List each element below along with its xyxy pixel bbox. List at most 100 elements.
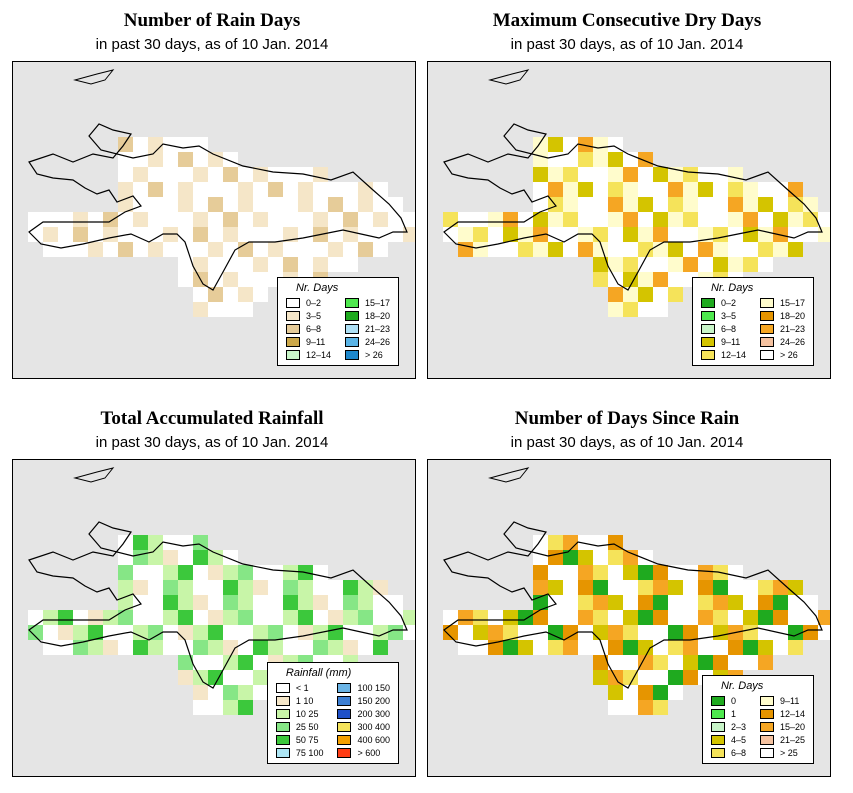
grid-cell <box>578 182 593 197</box>
panel-days-since-rain: Number of Days Since Rain in past 30 day… <box>421 398 833 778</box>
grid-cell <box>253 580 268 595</box>
grid-cell <box>653 610 668 625</box>
grid-cell <box>593 625 608 640</box>
grid-cell <box>298 257 313 272</box>
grid-cell <box>328 580 343 595</box>
grid-cell <box>238 580 253 595</box>
grid-cell <box>58 227 73 242</box>
grid-cell <box>373 595 388 610</box>
grid-cell <box>623 640 638 655</box>
grid-cell <box>268 625 283 640</box>
grid-cell <box>103 610 118 625</box>
grid-cell <box>578 610 593 625</box>
grid-cell <box>653 257 668 272</box>
legend-swatch <box>275 722 290 732</box>
grid-cell <box>488 610 503 625</box>
legend-swatch <box>285 324 300 334</box>
grid-cell <box>343 197 358 212</box>
grid-cell <box>313 580 328 595</box>
grid-cell <box>148 640 163 655</box>
grid-cell <box>58 242 73 257</box>
legend-item: 24–26 <box>759 336 805 348</box>
grid-cell <box>373 580 388 595</box>
grid-cell <box>118 212 133 227</box>
grid-cell <box>118 565 133 580</box>
grid-cell <box>548 640 563 655</box>
grid-cell <box>683 670 698 685</box>
grid-cell <box>743 580 758 595</box>
grid-cell <box>223 167 238 182</box>
coastline <box>28 123 408 291</box>
grid-cell <box>638 565 653 580</box>
panel-total-rainfall: Total Accumulated Rainfall in past 30 da… <box>6 398 418 778</box>
grid-cell <box>178 565 193 580</box>
grid-cell <box>623 655 638 670</box>
grid-cell <box>238 227 253 242</box>
grid-cell <box>403 227 415 242</box>
grid-cell <box>488 640 503 655</box>
grid-cell <box>578 565 593 580</box>
grid-cell <box>238 670 253 685</box>
grid-cell <box>133 565 148 580</box>
grid-cell <box>88 227 103 242</box>
legend-item: 3–5 <box>285 310 331 322</box>
grid-cell <box>578 595 593 610</box>
grid-cell <box>163 197 178 212</box>
grid-cell <box>608 565 623 580</box>
grid-cell <box>533 242 548 257</box>
grid-cell <box>43 610 58 625</box>
grid-cell <box>803 610 818 625</box>
grid-cell <box>623 565 638 580</box>
grid-cell <box>193 580 208 595</box>
grid-cell <box>253 197 268 212</box>
grid-cell <box>578 242 593 257</box>
map-frame: Nr. Days 0–2 3–5 6–8 9–11 12–14 15–17 18… <box>12 61 416 379</box>
grid-cell <box>773 595 788 610</box>
grid-cell <box>388 227 403 242</box>
grid-cell <box>223 670 238 685</box>
grid-cell <box>803 197 818 212</box>
grid-cell <box>223 242 238 257</box>
legend-title: Nr. Days <box>710 282 754 294</box>
grid-cell <box>208 152 223 167</box>
grid-cell <box>148 137 163 152</box>
grid-cell <box>343 212 358 227</box>
grid-cell <box>743 197 758 212</box>
grid-cell <box>638 182 653 197</box>
legend-swatch <box>337 709 352 719</box>
legend-swatch <box>337 722 352 732</box>
grid-cell <box>563 137 578 152</box>
grid-cell <box>608 212 623 227</box>
grid-cell <box>328 625 343 640</box>
grid-cell <box>343 625 358 640</box>
grid-cell <box>788 242 803 257</box>
grid-cell <box>358 182 373 197</box>
grid-cell <box>148 535 163 550</box>
legend-col-2: 100 150 150 200 200 300 300 400 400 600 … <box>337 682 390 759</box>
grid-cell <box>238 595 253 610</box>
grid-cells <box>443 535 830 715</box>
grid-cell <box>743 625 758 640</box>
grid-cell <box>713 197 728 212</box>
grid-cell <box>208 610 223 625</box>
grid-cell <box>518 227 533 242</box>
grid-cell <box>638 167 653 182</box>
grid-cell <box>683 640 698 655</box>
grid-cell <box>623 227 638 242</box>
grid-cell <box>653 655 668 670</box>
legend-swatch <box>710 696 725 706</box>
grid-cell <box>638 197 653 212</box>
grid-cell <box>503 625 518 640</box>
grid-cell <box>193 197 208 212</box>
grid-cell <box>563 625 578 640</box>
grid-cell <box>578 137 593 152</box>
grid-cell <box>163 182 178 197</box>
grid-cell <box>208 595 223 610</box>
grid-cell <box>638 227 653 242</box>
grid-cell <box>683 655 698 670</box>
grid-cell <box>313 565 328 580</box>
grid-cell <box>373 227 388 242</box>
grid-cell <box>28 212 43 227</box>
grid-cell <box>313 212 328 227</box>
grid-cell <box>178 137 193 152</box>
